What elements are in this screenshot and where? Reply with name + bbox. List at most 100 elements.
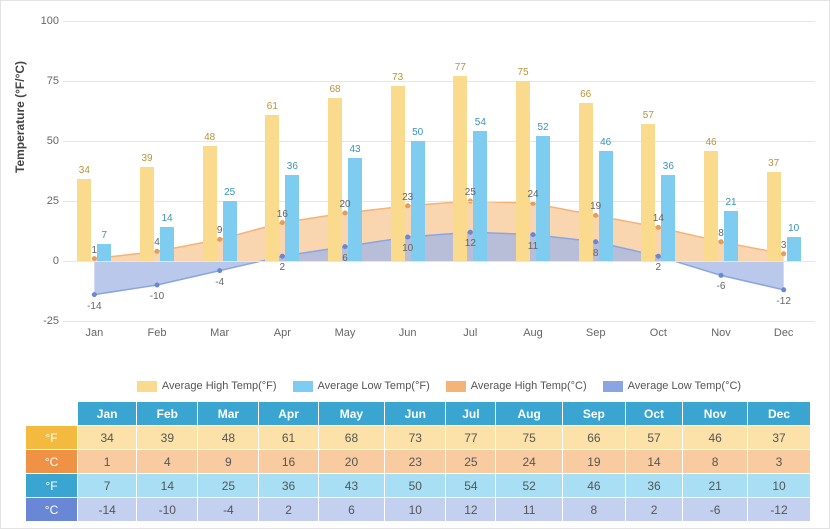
bar <box>641 124 655 261</box>
table-col-header: Mar <box>198 402 259 426</box>
legend-item: Average Low Temp(°F) <box>293 380 430 392</box>
area-value-label: 14 <box>653 213 664 224</box>
bar <box>97 244 111 261</box>
table-cell: 52 <box>496 474 563 498</box>
x-tick-label: Aug <box>523 327 543 339</box>
table-row: °C-14-10-42610121182-6-12 <box>26 498 811 522</box>
bar-value-label: 34 <box>72 165 96 176</box>
bar <box>391 86 405 261</box>
table-cell: 57 <box>625 426 682 450</box>
table-col-header: Aug <box>496 402 563 426</box>
bar <box>704 151 718 261</box>
area-marker <box>656 254 661 259</box>
area-value-label: 3 <box>781 240 787 251</box>
bar <box>77 179 91 261</box>
table-cell: 37 <box>747 426 810 450</box>
bar-value-label: 54 <box>468 117 492 128</box>
legend-label: Average Low Temp(°F) <box>318 380 430 392</box>
area-value-label: 12 <box>465 238 476 249</box>
table-cell: -12 <box>747 498 810 522</box>
area-value-label: 2 <box>656 262 662 273</box>
table-cell: 36 <box>625 474 682 498</box>
bar <box>223 201 237 261</box>
table-cell: 20 <box>318 450 385 474</box>
area-marker <box>92 292 97 297</box>
grid-line <box>63 201 815 202</box>
table-cell: 2 <box>625 498 682 522</box>
table-cell: 14 <box>625 450 682 474</box>
bar <box>453 76 467 261</box>
table-cell: 7 <box>78 474 137 498</box>
table-row-header: °F <box>26 426 78 450</box>
legend-label: Average High Temp(°C) <box>471 380 587 392</box>
y-axis-title: Temperature (°F/°C) <box>13 61 27 173</box>
table-cell: 36 <box>259 474 318 498</box>
table-cell: 8 <box>683 450 748 474</box>
area-line <box>94 232 783 294</box>
table-cell: 8 <box>562 498 625 522</box>
bar-value-label: 66 <box>574 89 598 100</box>
grid-line <box>63 321 815 322</box>
table-col-header: May <box>318 402 385 426</box>
data-table: JanFebMarAprMayJunJulAugSepOctNovDec°F34… <box>25 401 811 522</box>
area-marker <box>531 232 536 237</box>
table-cell: 25 <box>198 474 259 498</box>
x-tick-label: Dec <box>774 327 794 339</box>
table-cell: 2 <box>259 498 318 522</box>
table-cell: 10 <box>385 498 446 522</box>
bar-value-label: 46 <box>594 137 618 148</box>
table-cell: 61 <box>259 426 318 450</box>
area-value-label: -12 <box>776 296 790 307</box>
area-value-label: 1 <box>92 245 98 256</box>
bar-value-label: 21 <box>719 197 743 208</box>
area-layer <box>63 21 815 321</box>
bar-value-label: 77 <box>448 62 472 73</box>
bar-value-label: 36 <box>280 161 304 172</box>
table-col-header: Jan <box>78 402 137 426</box>
table-cell: 54 <box>446 474 496 498</box>
x-tick-label: Jun <box>399 327 417 339</box>
area-value-label: 24 <box>527 189 538 200</box>
table-header-row: JanFebMarAprMayJunJulAugSepOctNovDec <box>26 402 811 426</box>
bar <box>787 237 801 261</box>
grid-line <box>63 21 815 22</box>
legend-label: Average Low Temp(°C) <box>628 380 741 392</box>
bar-value-label: 37 <box>762 158 786 169</box>
area-marker <box>155 283 160 288</box>
area-value-label: 2 <box>280 262 286 273</box>
bar <box>140 167 154 261</box>
area-value-label: -14 <box>87 301 101 312</box>
y-tick-label: 100 <box>35 15 59 27</box>
legend: Average High Temp(°F) Average Low Temp(°F… <box>63 380 815 392</box>
x-tick-label: Apr <box>274 327 291 339</box>
table-col-header: Apr <box>259 402 318 426</box>
legend-item: Average Low Temp(°C) <box>603 380 741 392</box>
table-cell: 68 <box>318 426 385 450</box>
table-cell: 9 <box>198 450 259 474</box>
table-col-header: Dec <box>747 402 810 426</box>
table-row-header: °C <box>26 450 78 474</box>
table-col-header: Jul <box>446 402 496 426</box>
area-line <box>94 201 783 259</box>
legend-swatch <box>446 381 466 392</box>
area-marker <box>593 213 598 218</box>
area-fill <box>94 232 783 294</box>
bar-value-label: 39 <box>135 153 159 164</box>
area-marker <box>405 203 410 208</box>
bar <box>767 172 781 261</box>
bar-value-label: 68 <box>323 84 347 95</box>
y-tick-label: 50 <box>35 135 59 147</box>
table-cell: 23 <box>385 450 446 474</box>
bar <box>265 115 279 261</box>
table-cell: 77 <box>446 426 496 450</box>
table-cell: 46 <box>562 474 625 498</box>
table-row: °F71425364350545246362110 <box>26 474 811 498</box>
legend-swatch <box>293 381 313 392</box>
area-value-label: 20 <box>339 199 350 210</box>
area-marker <box>155 249 160 254</box>
bar-value-label: 14 <box>155 213 179 224</box>
area-marker <box>781 287 786 292</box>
area-value-label: 23 <box>402 192 413 203</box>
area-marker <box>593 239 598 244</box>
legend-item: Average High Temp(°F) <box>137 380 277 392</box>
